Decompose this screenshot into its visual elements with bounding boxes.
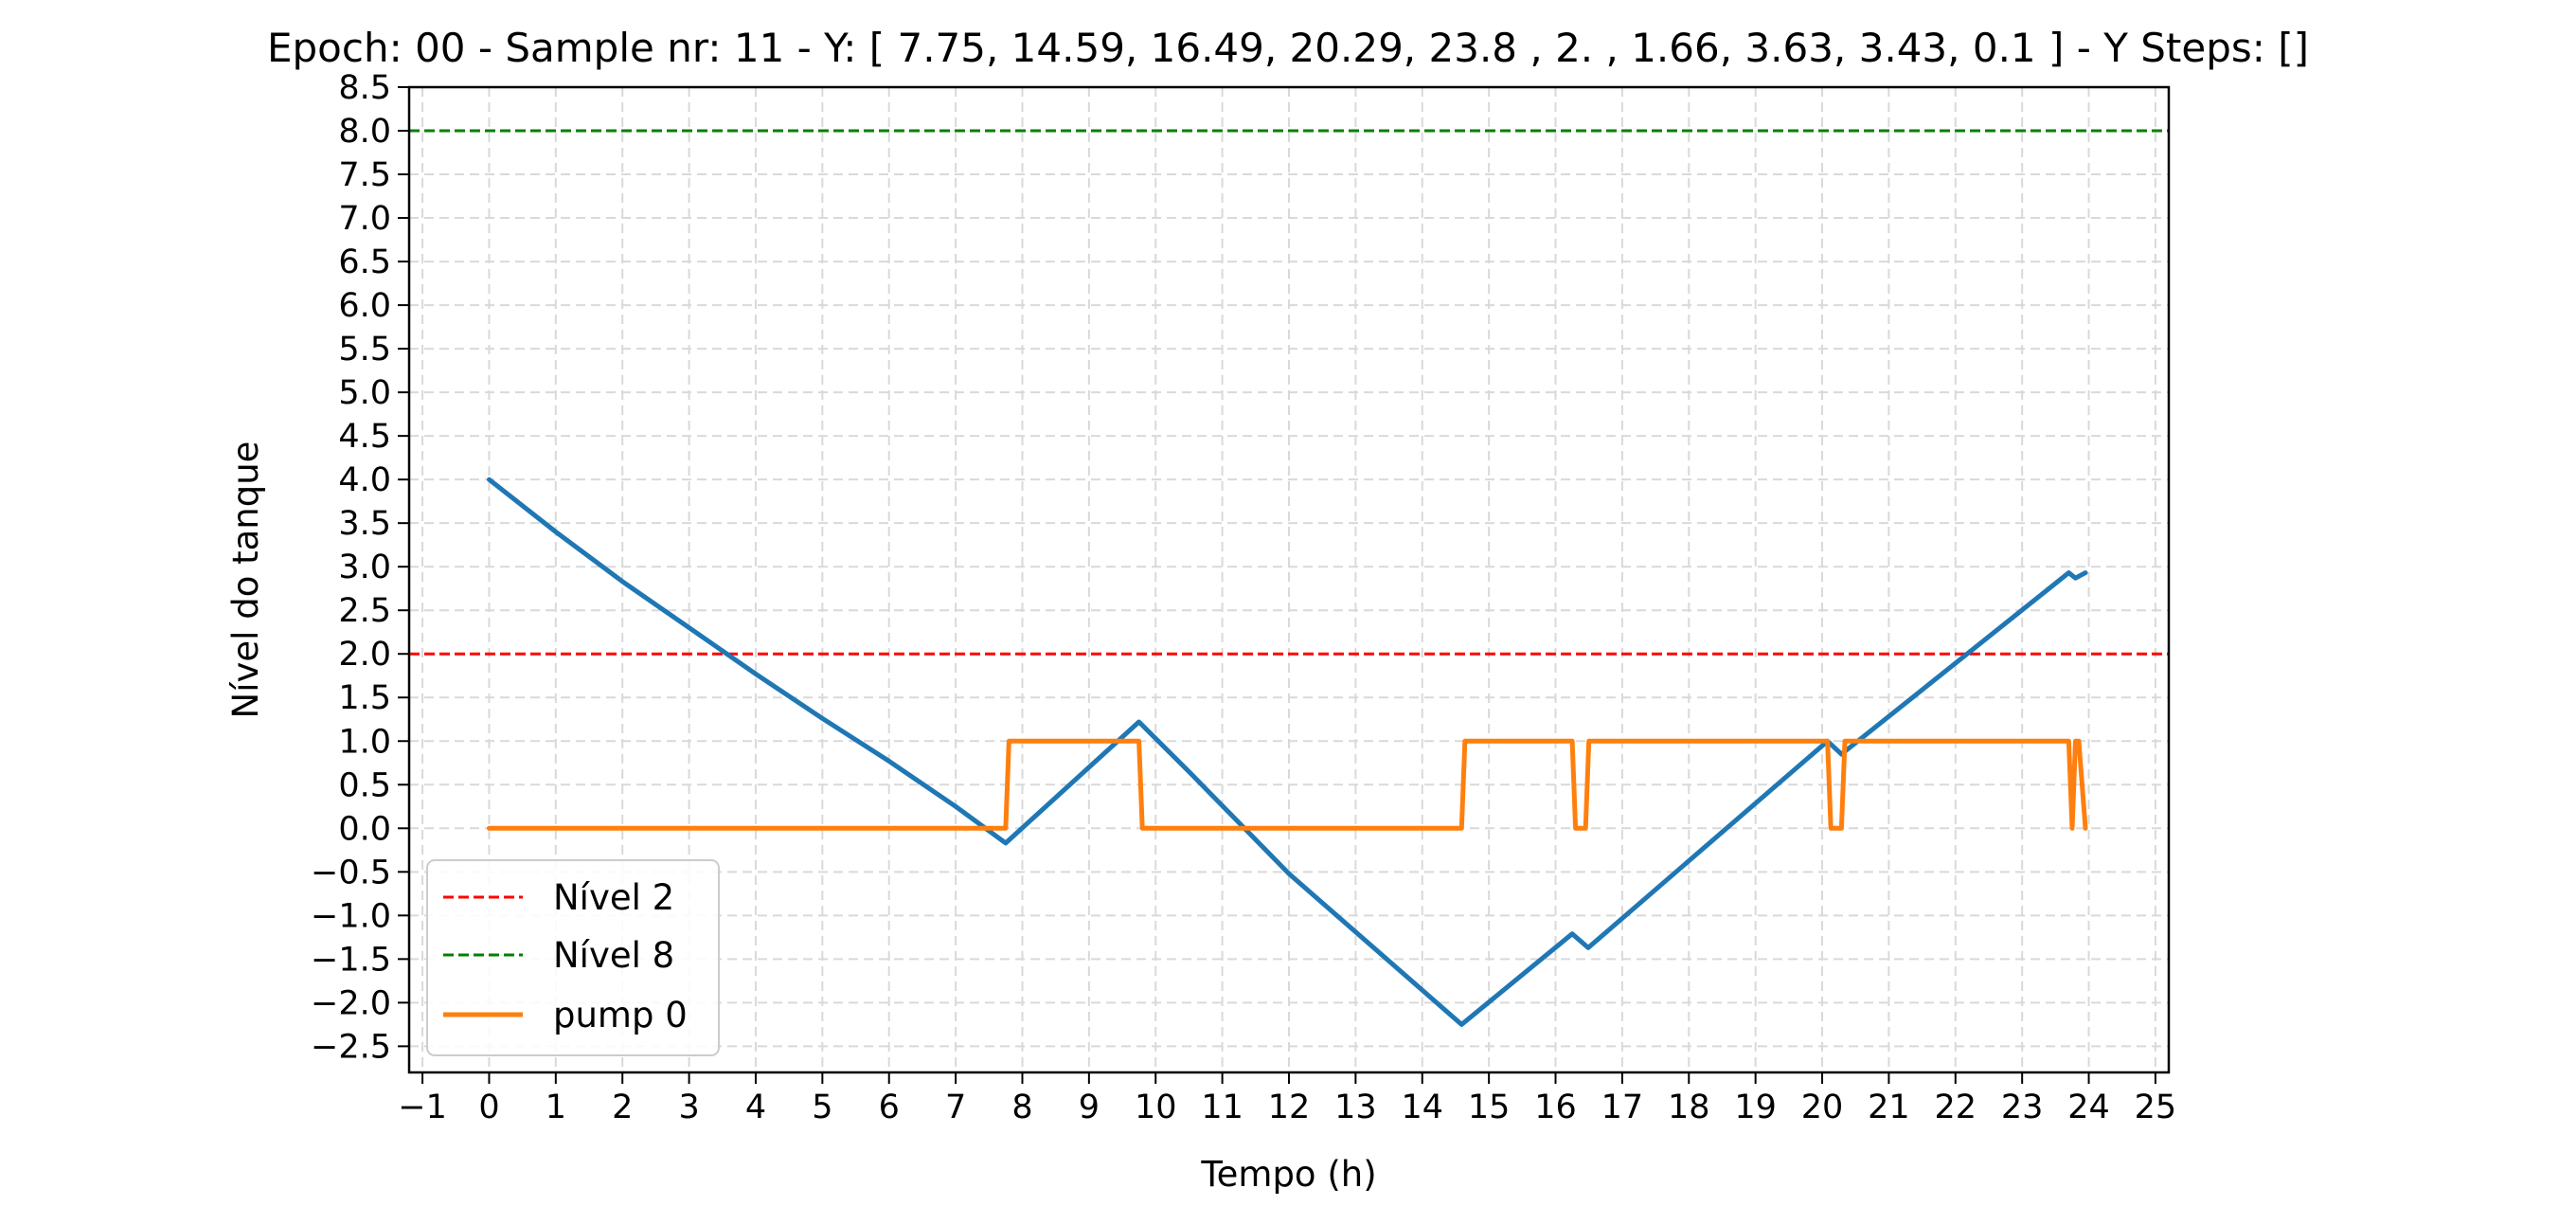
y-tick-label: −2.0 xyxy=(311,984,391,1022)
x-tick-label: 22 xyxy=(1935,1089,1977,1126)
x-tick-label: 18 xyxy=(1668,1089,1710,1126)
x-tick-label: 8 xyxy=(1011,1089,1032,1126)
y-tick-label: 1.5 xyxy=(338,679,391,717)
y-tick-label: 1.0 xyxy=(338,723,391,761)
legend-label-pump-0: pump 0 xyxy=(553,995,688,1035)
x-tick-label: 10 xyxy=(1135,1089,1177,1126)
x-tick-label: 20 xyxy=(1801,1089,1844,1126)
x-tick-label: 6 xyxy=(879,1089,900,1126)
y-tick-label: 4.0 xyxy=(338,461,391,499)
y-tick-label: −0.5 xyxy=(311,854,391,891)
x-axis-label: Tempo (h) xyxy=(1200,1154,1376,1195)
x-tick-label: 4 xyxy=(745,1089,766,1126)
x-tick-label: 12 xyxy=(1268,1089,1311,1126)
x-tick-label: 7 xyxy=(945,1089,966,1126)
legend-box xyxy=(426,859,720,1056)
legend-label-nivel-2: Nível 2 xyxy=(553,877,674,918)
y-tick-label: −1.5 xyxy=(311,941,391,979)
y-tick-label: 3.0 xyxy=(338,549,391,586)
y-tick-label: 2.0 xyxy=(338,636,391,674)
y-tick-label: −1.0 xyxy=(311,897,391,935)
y-tick-label: 8.5 xyxy=(338,69,391,107)
y-tick-label: −2.5 xyxy=(311,1028,391,1066)
series-lines xyxy=(487,477,2088,1027)
x-tick-label: 21 xyxy=(1868,1089,1910,1126)
x-tick-label: 0 xyxy=(478,1089,499,1126)
x-tick-label: 17 xyxy=(1601,1089,1644,1126)
x-tick-label: 11 xyxy=(1201,1089,1243,1126)
x-tick-label: 9 xyxy=(1079,1089,1100,1126)
y-axis-label: Nível do tanque xyxy=(225,441,266,719)
x-tick-label: 16 xyxy=(1534,1089,1577,1126)
x-tick-label: 25 xyxy=(2135,1089,2177,1126)
chart-title: Epoch: 00 - Sample nr: 11 - Y: [ 7.75, 1… xyxy=(267,25,2309,71)
reference-lines xyxy=(409,129,2169,656)
x-tick-label: 19 xyxy=(1734,1089,1777,1126)
y-axis-ticks: −2.5 −2.0 −1.5 −1.0 −0.5 0.0 0.5 1.0 1.5 2.0 2.5 3.… xyxy=(311,69,409,1066)
legend-label-nivel-8: Nível 8 xyxy=(553,935,674,976)
legend: Nível 2 Nível 8 pump 0 xyxy=(426,859,720,1056)
y-tick-label: 5.0 xyxy=(338,374,391,412)
x-tick-label: 1 xyxy=(546,1089,566,1126)
x-axis-ticks: −1 0 1 2 3 4 5 6 7 8 9 10 11 12 13 14 15 16 17 18 19 20 21 22 23… xyxy=(398,1072,2176,1126)
y-tick-label: 0.0 xyxy=(338,810,391,848)
x-tick-label: 5 xyxy=(812,1089,832,1126)
x-tick-label: 24 xyxy=(2067,1089,2110,1126)
x-tick-label: 2 xyxy=(612,1089,633,1126)
series-line xyxy=(487,477,2088,1027)
y-tick-label: 8.0 xyxy=(338,113,391,151)
x-tick-label: 23 xyxy=(2001,1089,2044,1126)
x-tick-label: 13 xyxy=(1334,1089,1377,1126)
x-tick-label: 3 xyxy=(678,1089,699,1126)
y-tick-label: 4.5 xyxy=(338,418,391,456)
y-tick-label: 3.5 xyxy=(338,505,391,543)
y-tick-label: 0.5 xyxy=(338,766,391,804)
y-tick-label: 2.5 xyxy=(338,592,391,630)
series-line xyxy=(487,738,2088,831)
x-tick-label: −1 xyxy=(398,1089,447,1126)
y-tick-label: 7.5 xyxy=(338,156,391,194)
y-tick-label: 5.5 xyxy=(338,331,391,369)
y-tick-label: 7.0 xyxy=(338,200,391,238)
x-tick-label: 14 xyxy=(1401,1089,1443,1126)
y-tick-label: 6.0 xyxy=(338,287,391,325)
x-tick-label: 15 xyxy=(1468,1089,1511,1126)
y-tick-label: 6.5 xyxy=(338,243,391,281)
